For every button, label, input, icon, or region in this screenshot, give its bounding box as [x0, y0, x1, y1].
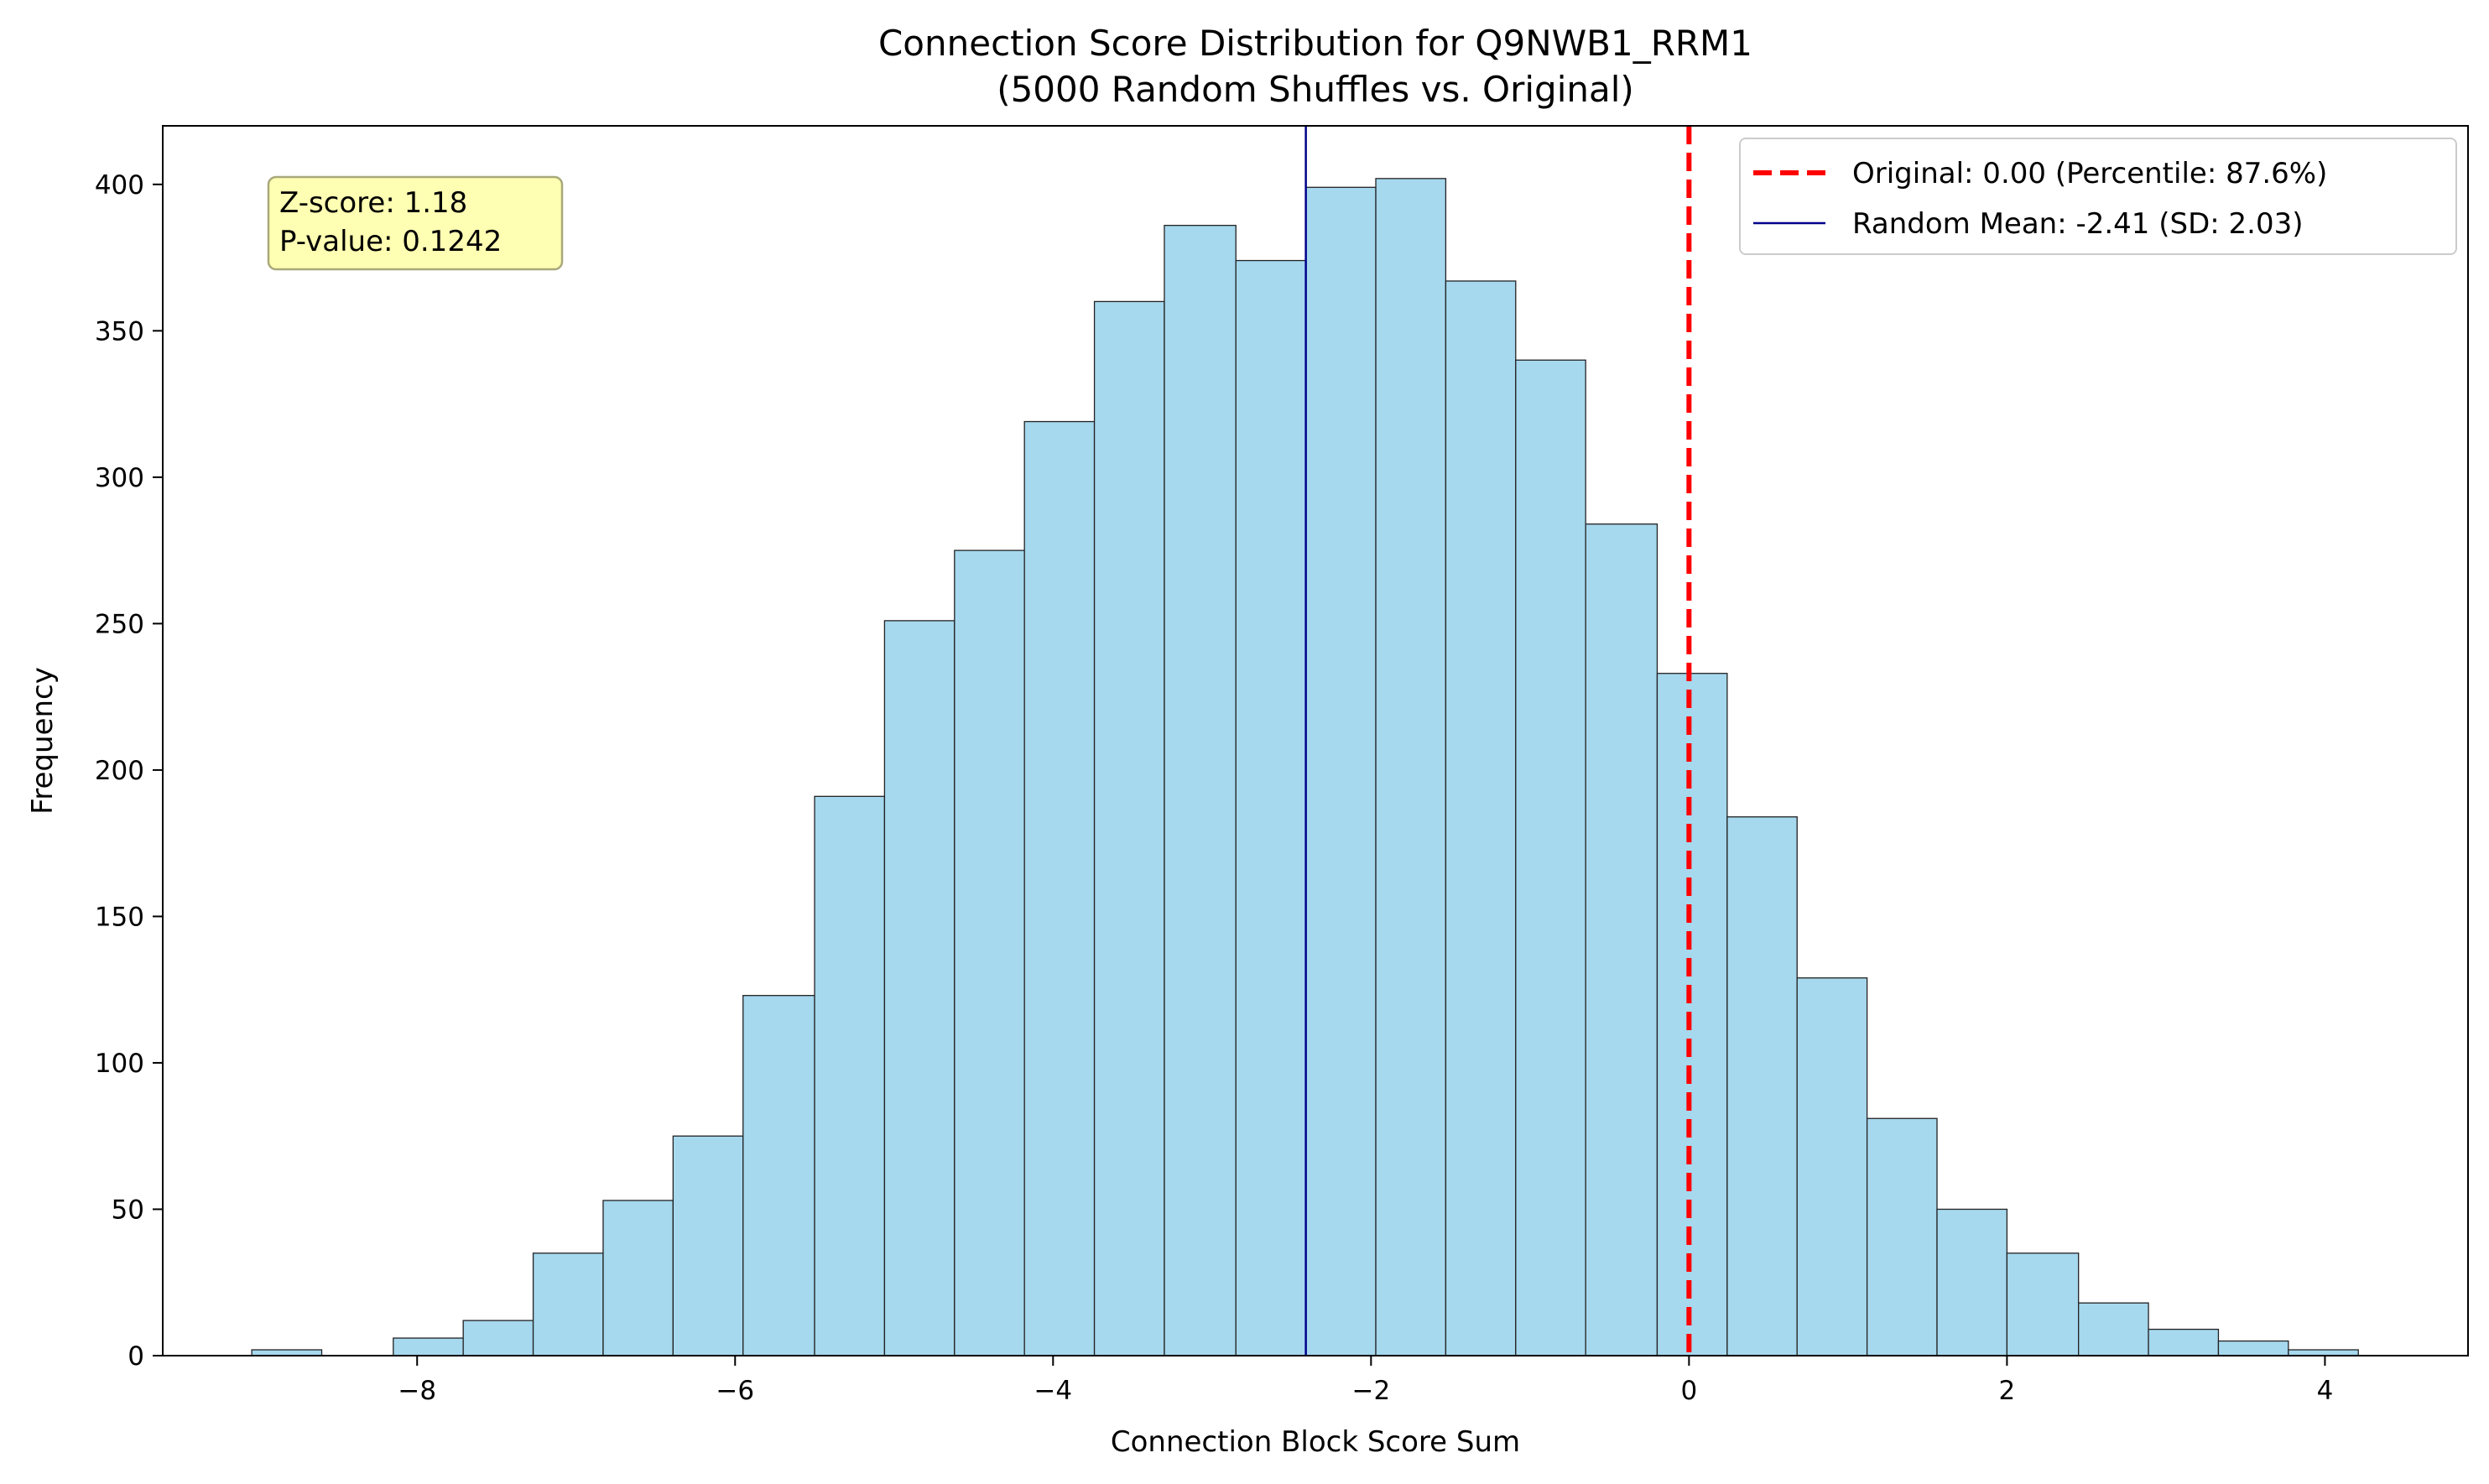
- x-tick-label: 4: [2317, 1376, 2334, 1406]
- y-tick-label: 100: [95, 1049, 144, 1079]
- x-tick-label: −4: [1034, 1376, 1072, 1406]
- histogram-bar-29: [2288, 1349, 2359, 1356]
- z-score-text: Z-score: 1.18: [279, 186, 467, 220]
- x-tick-label: −2: [1351, 1376, 1390, 1406]
- y-axis-ticks: 0 50 100 150 200 250 300 350 400: [95, 170, 163, 1372]
- y-tick-label: 200: [95, 756, 144, 786]
- x-tick-label: −6: [716, 1376, 754, 1406]
- histogram-bar-6: [672, 1135, 744, 1356]
- histogram-bar-24: [1936, 1208, 2008, 1356]
- stats-box-background: [267, 175, 564, 271]
- y-axis-label: Frequency: [26, 667, 60, 815]
- plot-frame: [162, 125, 2469, 1356]
- x-axis-ticks: −8 −6 −4 −2 0 2 4: [398, 1356, 2333, 1406]
- histogram-bar-5: [602, 1200, 674, 1356]
- p-value-text: P-value: 0.1242: [279, 225, 502, 258]
- y-tick-label: 400: [95, 170, 144, 200]
- x-tick-label: 2: [1999, 1376, 2016, 1406]
- x-axis-label: Connection Block Score Sum: [1111, 1425, 1520, 1459]
- histogram-bar-25: [2006, 1252, 2080, 1356]
- chart-title: Connection Score Distribution for Q9NWB1…: [878, 23, 1752, 64]
- legend-label-random-mean: Random Mean: -2.41 (SD: 2.03): [1852, 207, 2304, 241]
- legend-frame: [1739, 138, 2457, 255]
- histogram-bar-2: [393, 1337, 464, 1356]
- x-tick-label: −8: [398, 1376, 436, 1406]
- legend-label-original: Original: 0.00 (Percentile: 87.6%): [1852, 157, 2327, 190]
- histogram-bar-27: [2148, 1328, 2220, 1356]
- histogram-bar-11: [1023, 420, 1096, 1356]
- histogram-bar-15: [1304, 186, 1377, 1356]
- histogram-bar-13: [1164, 225, 1237, 1356]
- histogram-bar-21: [1726, 816, 1798, 1356]
- histogram-bars: [251, 178, 2359, 1356]
- histogram-bar-3: [462, 1320, 534, 1356]
- histogram-bar-20: [1656, 673, 1728, 1356]
- legend[interactable]: Original: 0.00 (Percentile: 87.6%) Random…: [1739, 138, 2457, 255]
- histogram-bar-4: [532, 1252, 604, 1356]
- histogram-bar-17: [1445, 280, 1517, 1356]
- histogram-bar-7: [742, 995, 815, 1356]
- histogram-bar-9: [883, 620, 956, 1356]
- histogram-bar-12: [1093, 300, 1165, 1356]
- chart-subtitle: (5000 Random Shuffles vs. Original): [997, 69, 1634, 110]
- histogram-bar-16: [1375, 178, 1447, 1356]
- histogram-bar-22: [1796, 977, 1868, 1356]
- y-tick-label: 50: [112, 1195, 144, 1225]
- histogram-bar-28: [2217, 1340, 2289, 1356]
- histogram-bar-26: [2078, 1302, 2149, 1356]
- y-tick-label: 0: [128, 1341, 144, 1372]
- y-tick-label: 150: [95, 902, 144, 932]
- y-tick-label: 300: [95, 463, 144, 493]
- stats-box: Z-score: 1.18 P-value: 0.1242: [267, 175, 564, 271]
- reference-lines: [1304, 126, 1692, 1356]
- histogram-bar-14: [1235, 259, 1307, 1356]
- histogram-bar-10: [954, 549, 1025, 1356]
- y-tick-label: 250: [95, 609, 144, 639]
- histogram-bar-8: [814, 795, 886, 1356]
- histogram-bar-19: [1585, 523, 1658, 1356]
- histogram-bar-23: [1866, 1117, 1938, 1356]
- x-tick-label: 0: [1680, 1376, 1697, 1406]
- histogram-bar-0: [251, 1349, 323, 1356]
- histogram-bar-18: [1515, 359, 1586, 1356]
- y-tick-label: 350: [95, 316, 144, 346]
